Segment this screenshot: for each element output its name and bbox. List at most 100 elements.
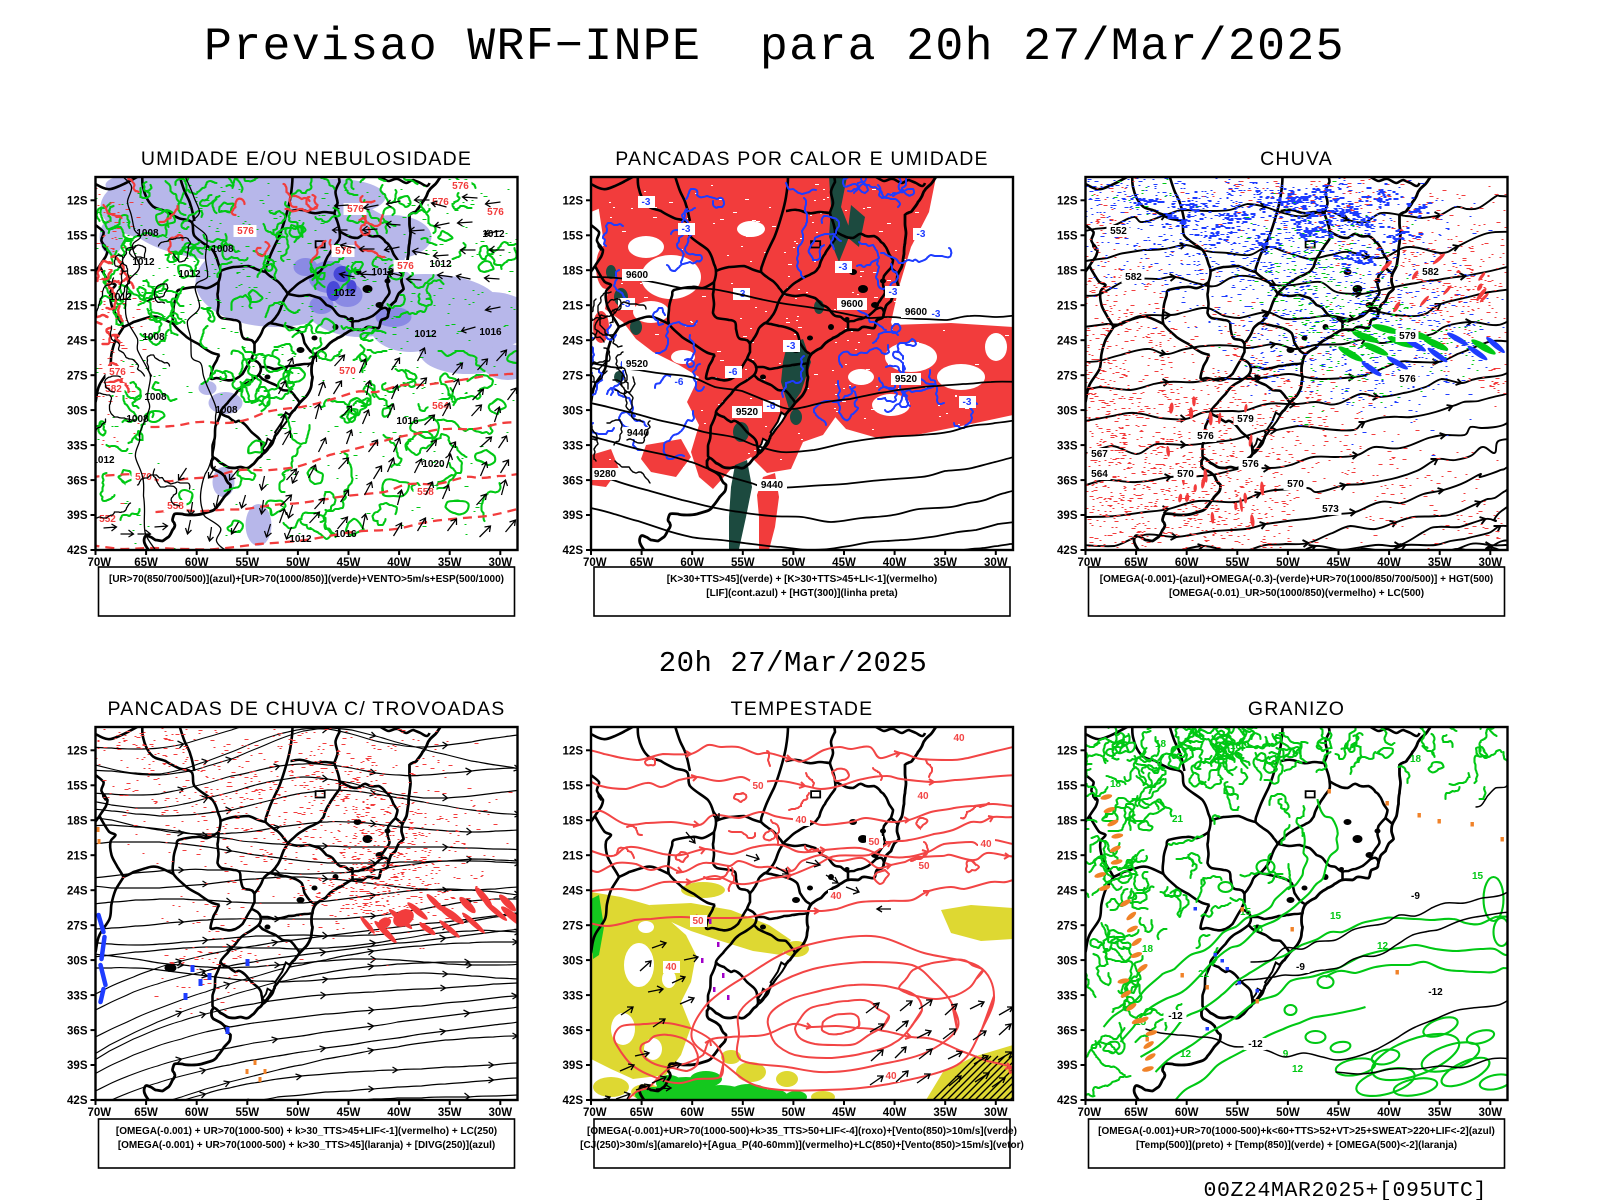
svg-text:30S: 30S — [1057, 405, 1078, 417]
svg-text:35W: 35W — [438, 557, 462, 569]
svg-text:[K>30+TTS>45](verde) + [K>30+T: [K>30+TTS>45](verde) + [K>30+TTS>45+LI<-… — [667, 574, 937, 585]
svg-text:27S: 27S — [563, 920, 584, 932]
svg-text:55W: 55W — [731, 557, 755, 569]
svg-text:-3: -3 — [839, 262, 848, 273]
svg-text:564: 564 — [432, 401, 449, 412]
svg-text:40W: 40W — [883, 1107, 907, 1119]
svg-text:36S: 36S — [563, 475, 584, 487]
svg-text:1008: 1008 — [215, 405, 238, 416]
svg-text:1008: 1008 — [126, 414, 149, 425]
svg-text:35W: 35W — [933, 1107, 957, 1119]
svg-text:35W: 35W — [933, 557, 957, 569]
svg-text:27S: 27S — [67, 370, 88, 382]
svg-text:558: 558 — [417, 487, 434, 498]
svg-text:50: 50 — [918, 861, 930, 872]
svg-text:00Z24MAR2025+[095UTC]: 00Z24MAR2025+[095UTC] — [1203, 1179, 1487, 1200]
svg-text:576: 576 — [432, 197, 449, 208]
svg-text:60W: 60W — [185, 1107, 209, 1119]
svg-text:40W: 40W — [387, 557, 411, 569]
svg-text:39S: 39S — [67, 1060, 88, 1072]
svg-text:[OMEGA(-0.001)+UR>70(1000-500): [OMEGA(-0.001)+UR>70(1000-500)+k<60+TTS>… — [1098, 1126, 1495, 1137]
svg-text:[CJ(250)>30m/s](amarelo)+[Agua: [CJ(250)>30m/s](amarelo)+[Agua_P(40-60mm… — [580, 1140, 1024, 1151]
svg-text:15S: 15S — [563, 781, 584, 793]
svg-text:18: 18 — [1142, 944, 1154, 955]
svg-text:55W: 55W — [731, 1107, 755, 1119]
svg-text:40W: 40W — [883, 557, 907, 569]
svg-text:60W: 60W — [185, 557, 209, 569]
svg-text:1012: 1012 — [109, 292, 132, 303]
svg-text:CHUVA: CHUVA — [1260, 148, 1333, 170]
svg-text:15S: 15S — [67, 781, 88, 793]
svg-text:12: 12 — [1377, 941, 1389, 952]
svg-text:42S: 42S — [1057, 545, 1078, 557]
svg-text:60W: 60W — [680, 557, 704, 569]
svg-text:TEMPESTADE: TEMPESTADE — [731, 698, 874, 720]
svg-text:-6: -6 — [729, 367, 738, 378]
svg-text:50: 50 — [868, 837, 880, 848]
svg-text:-3: -3 — [622, 299, 631, 310]
svg-text:50W: 50W — [286, 557, 310, 569]
svg-text:1012: 1012 — [178, 269, 201, 280]
svg-text:9: 9 — [1283, 1049, 1289, 1060]
svg-text:50: 50 — [692, 916, 704, 927]
svg-text:18S: 18S — [67, 815, 88, 827]
svg-text:[OMEGA(-0.01)_UR>50(1000/850)(: [OMEGA(-0.01)_UR>50(1000/850)(vermelho) … — [1169, 588, 1424, 599]
svg-text:30S: 30S — [563, 955, 584, 967]
svg-text:18: 18 — [1155, 739, 1167, 750]
svg-text:[UR>70(850/700/500)](azul)+[UR: [UR>70(850/700/500)](azul)+[UR>70(1000/8… — [109, 574, 504, 585]
svg-text:-9: -9 — [1296, 962, 1305, 973]
svg-text:18S: 18S — [563, 815, 584, 827]
svg-text:579: 579 — [1399, 331, 1416, 342]
svg-text:27S: 27S — [563, 370, 584, 382]
svg-text:1008: 1008 — [211, 244, 234, 255]
svg-text:12S: 12S — [1057, 196, 1078, 208]
svg-text:570: 570 — [339, 366, 356, 377]
svg-text:12: 12 — [1292, 1064, 1304, 1075]
svg-text:42S: 42S — [563, 1095, 584, 1107]
svg-text:21S: 21S — [563, 850, 584, 862]
svg-text:9600: 9600 — [841, 299, 864, 310]
svg-text:21S: 21S — [1057, 300, 1078, 312]
svg-text:65W: 65W — [1124, 557, 1148, 569]
svg-text:27S: 27S — [1057, 920, 1078, 932]
svg-text:21S: 21S — [1057, 850, 1078, 862]
svg-text:9600: 9600 — [626, 270, 649, 281]
svg-text:[OMEGA(-0.001)+UR>70(1000-500): [OMEGA(-0.001)+UR>70(1000-500)+k>35_TTS>… — [587, 1126, 1017, 1137]
svg-text:18: 18 — [1230, 741, 1242, 752]
svg-text:-3: -3 — [963, 397, 972, 408]
svg-text:15S: 15S — [563, 231, 584, 243]
svg-text:12S: 12S — [563, 196, 584, 208]
svg-text:573: 573 — [1322, 504, 1339, 515]
svg-text:35W: 35W — [1428, 1107, 1452, 1119]
svg-text:18S: 18S — [1057, 815, 1078, 827]
svg-text:576: 576 — [237, 226, 254, 237]
svg-text:65W: 65W — [1124, 1107, 1148, 1119]
svg-text:1008: 1008 — [142, 332, 165, 343]
svg-text:50W: 50W — [1276, 1107, 1300, 1119]
svg-text:12S: 12S — [67, 196, 88, 208]
svg-text:60W: 60W — [680, 1107, 704, 1119]
svg-text:40W: 40W — [1377, 1107, 1401, 1119]
svg-text:552: 552 — [1110, 226, 1127, 237]
svg-text:24S: 24S — [67, 885, 88, 897]
svg-text:45W: 45W — [1327, 1107, 1351, 1119]
svg-text:15S: 15S — [1057, 781, 1078, 793]
svg-text:24S: 24S — [563, 885, 584, 897]
svg-text:558: 558 — [167, 501, 184, 512]
svg-text:65W: 65W — [630, 1107, 654, 1119]
svg-text:18: 18 — [1252, 924, 1264, 935]
svg-text:[LIF](cont.azul) + [HGT(300)](: [LIF](cont.azul) + [HGT(300)](linha pret… — [706, 588, 897, 599]
svg-text:567: 567 — [1091, 449, 1108, 460]
svg-text:55W: 55W — [1225, 1107, 1249, 1119]
svg-text:24S: 24S — [1057, 335, 1078, 347]
svg-text:-12: -12 — [1248, 1039, 1263, 1050]
svg-text:-9: -9 — [1411, 891, 1420, 902]
svg-text:70W: 70W — [88, 1107, 112, 1119]
svg-text:15: 15 — [1240, 907, 1252, 918]
svg-text:70W: 70W — [583, 1107, 607, 1119]
svg-text:39S: 39S — [67, 510, 88, 522]
svg-text:24S: 24S — [563, 335, 584, 347]
svg-text:20h 27/Mar/2025: 20h 27/Mar/2025 — [659, 647, 928, 680]
svg-text:30W: 30W — [1478, 557, 1502, 569]
svg-text:40: 40 — [830, 891, 842, 902]
